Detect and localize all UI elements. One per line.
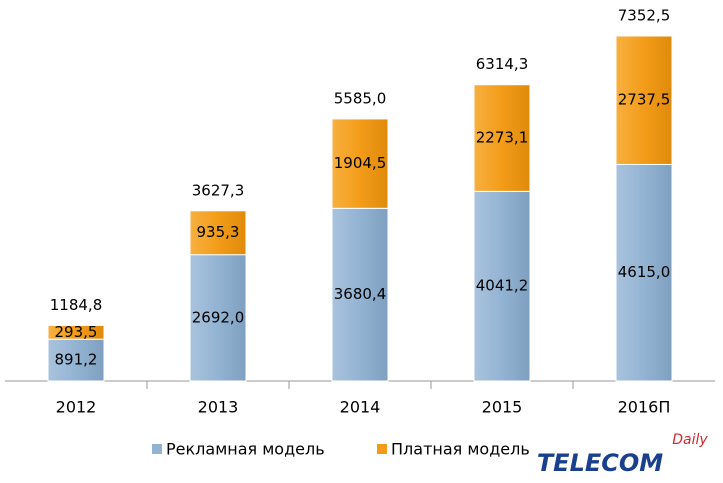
value-label: 2737,5 (618, 91, 671, 109)
value-label: 1904,5 (334, 154, 387, 172)
x-tick-label: 2015 (482, 398, 523, 417)
total-label: 1184,8 (50, 296, 103, 314)
legend-swatch (377, 444, 387, 454)
x-tick-label: 2014 (340, 398, 381, 417)
total-label: 3627,3 (192, 181, 245, 199)
bar-segment (473, 84, 531, 192)
total-label: 7352,5 (618, 7, 671, 25)
logo-tag: Daily (672, 432, 708, 448)
x-tick-label: 2012 (56, 398, 97, 417)
logo-brand: TELECOM (537, 449, 663, 477)
value-label: 4041,2 (476, 277, 529, 295)
value-label: 2273,1 (476, 129, 529, 147)
value-label: 2692,0 (192, 308, 245, 326)
bar-segment (331, 118, 389, 209)
legend-swatch (152, 444, 162, 454)
value-label: 293,5 (55, 323, 98, 341)
bar-segment (615, 163, 673, 382)
total-label: 5585,0 (334, 89, 387, 107)
bar-segment (47, 338, 105, 382)
bar-segment (189, 254, 247, 382)
bar-segment (615, 35, 673, 165)
bar-segment (189, 210, 247, 256)
value-label: 891,2 (55, 351, 98, 369)
x-tick-label: 2016П (618, 398, 671, 417)
x-tick-label: 2013 (198, 398, 239, 417)
value-label: 935,3 (197, 223, 240, 241)
value-label: 3680,4 (334, 285, 387, 303)
value-label: 4615,0 (618, 263, 671, 281)
legend-label: Рекламная модель (166, 440, 325, 459)
total-label: 6314,3 (476, 55, 529, 73)
bar-segment (47, 324, 105, 340)
bar-segment (331, 207, 389, 382)
legend-label: Платная модель (391, 440, 530, 459)
